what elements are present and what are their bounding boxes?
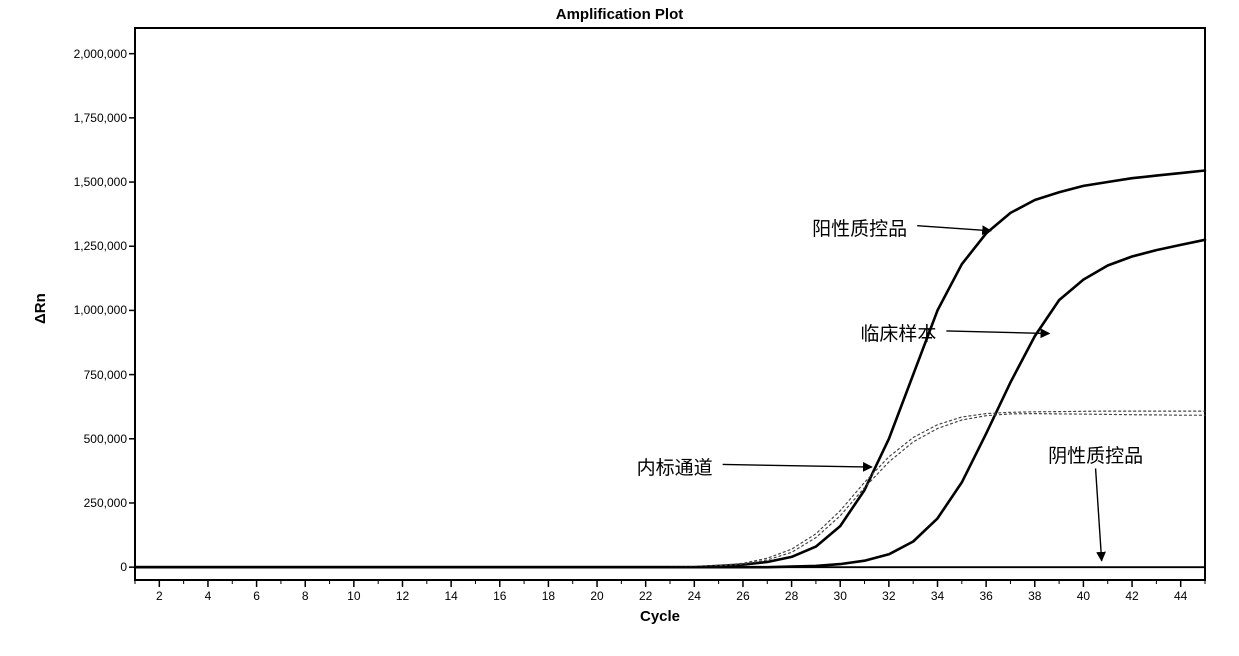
positive-control-label: 阳性质控品 — [812, 214, 907, 241]
negative-control-label: 阴性质控品 — [1048, 441, 1143, 468]
x-tick-label: 14 — [439, 589, 463, 603]
plot-svg — [0, 0, 1239, 656]
y-tick-label: 1,500,000 — [74, 175, 127, 189]
y-tick-label: 250,000 — [84, 496, 127, 510]
x-tick-label: 38 — [1023, 589, 1047, 603]
x-tick-label: 42 — [1120, 589, 1144, 603]
series-clinical-sample — [135, 240, 1205, 567]
x-tick-label: 40 — [1071, 589, 1095, 603]
x-tick-label: 36 — [974, 589, 998, 603]
y-tick-label: 750,000 — [84, 368, 127, 382]
amplification-plot-container: Amplification Plot 0250,000500,000750,00… — [0, 0, 1239, 656]
clinical-sample-label: 临床样本 — [860, 319, 936, 346]
x-tick-label: 18 — [536, 589, 560, 603]
x-tick-label: 24 — [682, 589, 706, 603]
series-internal-channel-1 — [135, 411, 1205, 567]
y-tick-label: 1,000,000 — [74, 303, 127, 317]
x-tick-label: 22 — [634, 589, 658, 603]
x-tick-label: 30 — [828, 589, 852, 603]
x-tick-label: 28 — [780, 589, 804, 603]
y-tick-label: 1,250,000 — [74, 239, 127, 253]
x-tick-label: 6 — [245, 589, 269, 603]
series-internal-channel-2 — [135, 414, 1205, 568]
x-tick-label: 20 — [585, 589, 609, 603]
y-axis-label: ΔRn — [32, 293, 49, 324]
series-positive-control — [135, 171, 1205, 568]
x-tick-label: 2 — [147, 589, 171, 603]
y-tick-label: 2,000,000 — [74, 47, 127, 61]
x-tick-label: 8 — [293, 589, 317, 603]
x-tick-label: 34 — [926, 589, 950, 603]
x-tick-label: 16 — [488, 589, 512, 603]
y-tick-label: 0 — [120, 560, 127, 574]
y-tick-label: 500,000 — [84, 432, 127, 446]
x-tick-label: 26 — [731, 589, 755, 603]
y-tick-label: 1,750,000 — [74, 111, 127, 125]
x-tick-label: 4 — [196, 589, 220, 603]
x-tick-label: 12 — [391, 589, 415, 603]
x-tick-label: 32 — [877, 589, 901, 603]
x-tick-label: 44 — [1169, 589, 1193, 603]
x-tick-label: 10 — [342, 589, 366, 603]
internal-channel-label: 内标通道 — [637, 453, 713, 480]
x-axis-label: Cycle — [640, 608, 680, 625]
